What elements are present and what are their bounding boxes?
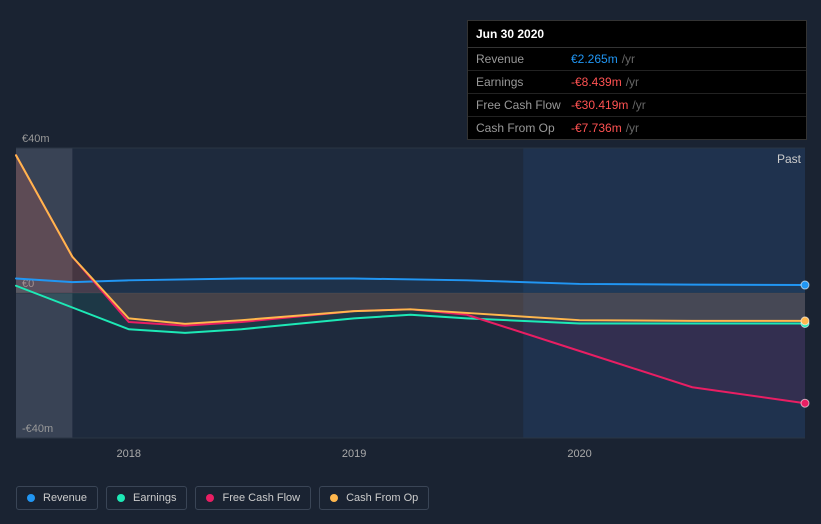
past-label: Past xyxy=(777,152,801,166)
legend-label: Cash From Op xyxy=(346,492,418,504)
tooltip-date: Jun 30 2020 xyxy=(468,21,806,48)
tooltip-metric-label: Revenue xyxy=(476,52,571,66)
tooltip-metric-value: -€30.419m xyxy=(571,98,628,112)
legend-dot-icon xyxy=(206,494,214,502)
legend-dot-icon xyxy=(27,494,35,502)
legend-label: Free Cash Flow xyxy=(222,492,300,504)
tooltip-metric-value: €2.265m xyxy=(571,52,618,66)
y-tick-label: €40m xyxy=(22,133,50,145)
legend-dot-icon xyxy=(117,494,125,502)
legend-item-earnings[interactable]: Earnings xyxy=(106,486,187,510)
x-tick-label: 2019 xyxy=(342,448,366,460)
tooltip-metric-value: -€8.439m xyxy=(571,75,622,89)
tooltip-row: Free Cash Flow-€30.419m/yr xyxy=(468,94,806,117)
legend-dot-icon xyxy=(330,494,338,502)
legend-item-free-cash-flow[interactable]: Free Cash Flow xyxy=(195,486,311,510)
legend-label: Revenue xyxy=(43,492,87,504)
legend-item-cash-from-op[interactable]: Cash From Op xyxy=(319,486,429,510)
chart-legend: Revenue Earnings Free Cash Flow Cash From O… xyxy=(16,486,429,510)
tooltip-metric-label: Earnings xyxy=(476,75,571,89)
y-tick-label: -€40m xyxy=(22,423,53,435)
tooltip-metric-label: Free Cash Flow xyxy=(476,98,571,112)
financials-chart: €40m€0-€40m xyxy=(16,120,805,440)
tooltip-row: Revenue€2.265m/yr xyxy=(468,48,806,71)
x-tick-label: 2018 xyxy=(116,448,140,460)
x-tick-label: 2020 xyxy=(567,448,591,460)
tooltip-row: Earnings-€8.439m/yr xyxy=(468,71,806,94)
tooltip-metric-unit: /yr xyxy=(626,75,639,89)
tooltip-metric-unit: /yr xyxy=(632,98,645,112)
legend-label: Earnings xyxy=(133,492,176,504)
tooltip-metric-unit: /yr xyxy=(622,52,635,66)
legend-item-revenue[interactable]: Revenue xyxy=(16,486,98,510)
